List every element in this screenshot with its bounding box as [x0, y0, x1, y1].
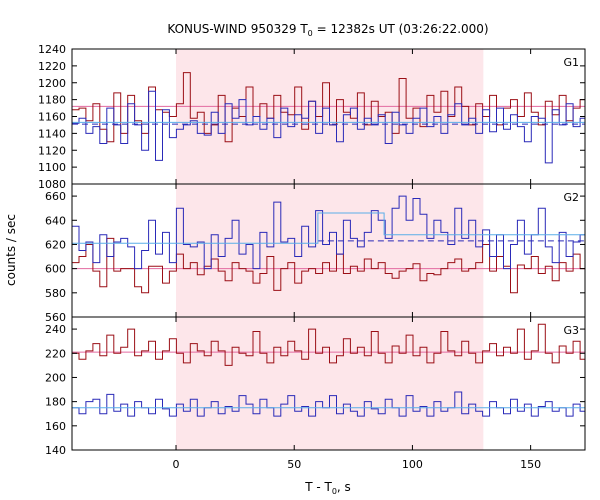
red-series-g2: [72, 237, 585, 294]
panel-g2: 560 580 600 620 640 660 G2: [45, 183, 586, 324]
x-axis-label: T - T0, s: [304, 480, 351, 496]
panel-frame: [71, 316, 586, 451]
y-tick-label: 620: [45, 238, 66, 251]
chart-title-rest: = 12382s UT (03:26:22.000): [313, 22, 489, 36]
y-tick-label: 220: [45, 347, 66, 360]
y-tick-label: 1160: [38, 111, 66, 124]
y-tick-label: 180: [45, 396, 66, 409]
y-tick-label: 1240: [38, 43, 66, 56]
y-tick-label: 1180: [38, 94, 66, 107]
red-series-g3: [72, 323, 585, 366]
y-tick-label: 160: [45, 420, 66, 433]
x-axis-ticks: 0 50 100 150: [173, 458, 542, 471]
shaded-interval: [176, 184, 484, 317]
y-axis-label: counts / sec: [4, 214, 18, 286]
y-tick-label: 140: [45, 444, 66, 457]
chart-title: KONUS-WIND 950329 T0 = 12382s UT (03:26:…: [167, 22, 488, 38]
panel-g1: 1080 1100 1120 1140 1160 1180 1200 1220 1240 G1: [38, 43, 586, 191]
y-tick-label: 580: [45, 287, 66, 300]
y-tick-label: 1120: [38, 144, 66, 157]
y-tick-label: 1200: [38, 77, 66, 90]
y-tick-label: 640: [45, 214, 66, 227]
y-tick-label: 600: [45, 263, 66, 276]
y-tick-label: 660: [45, 190, 66, 203]
y-tick-label: 240: [45, 323, 66, 336]
y-tick-label: 200: [45, 371, 66, 384]
red-series-g1: [72, 72, 585, 143]
y-tick-label: 1100: [38, 161, 66, 174]
panels-group: 1080 1100 1120 1140 1160 1180 1200 1220 1240 G1 56…: [38, 43, 586, 457]
panel-label: G2: [563, 191, 579, 204]
x-tick-label: 50: [287, 458, 301, 471]
x-tick-label: 0: [173, 458, 180, 471]
x-tick-label: 150: [520, 458, 541, 471]
panel-label: G3: [563, 324, 579, 337]
x-axis-label-rest: , s: [337, 480, 351, 494]
panel-label: G1: [563, 56, 579, 69]
y-tick-label: 560: [45, 311, 66, 324]
blue-series-g1: [72, 90, 585, 164]
y-tick-label: 1140: [38, 127, 66, 140]
y-tick-label: 1220: [38, 60, 66, 73]
shaded-interval: [176, 317, 484, 450]
y-tick-label: 1080: [38, 178, 66, 191]
chart-title-subscript: 0: [308, 29, 313, 38]
x-tick-label: 100: [402, 458, 423, 471]
blue-fit-line: [72, 212, 585, 244]
panel-g3: 140 160 180 200 220 240 G3: [45, 316, 586, 457]
x-axis-label-subscript: 0: [332, 487, 337, 496]
